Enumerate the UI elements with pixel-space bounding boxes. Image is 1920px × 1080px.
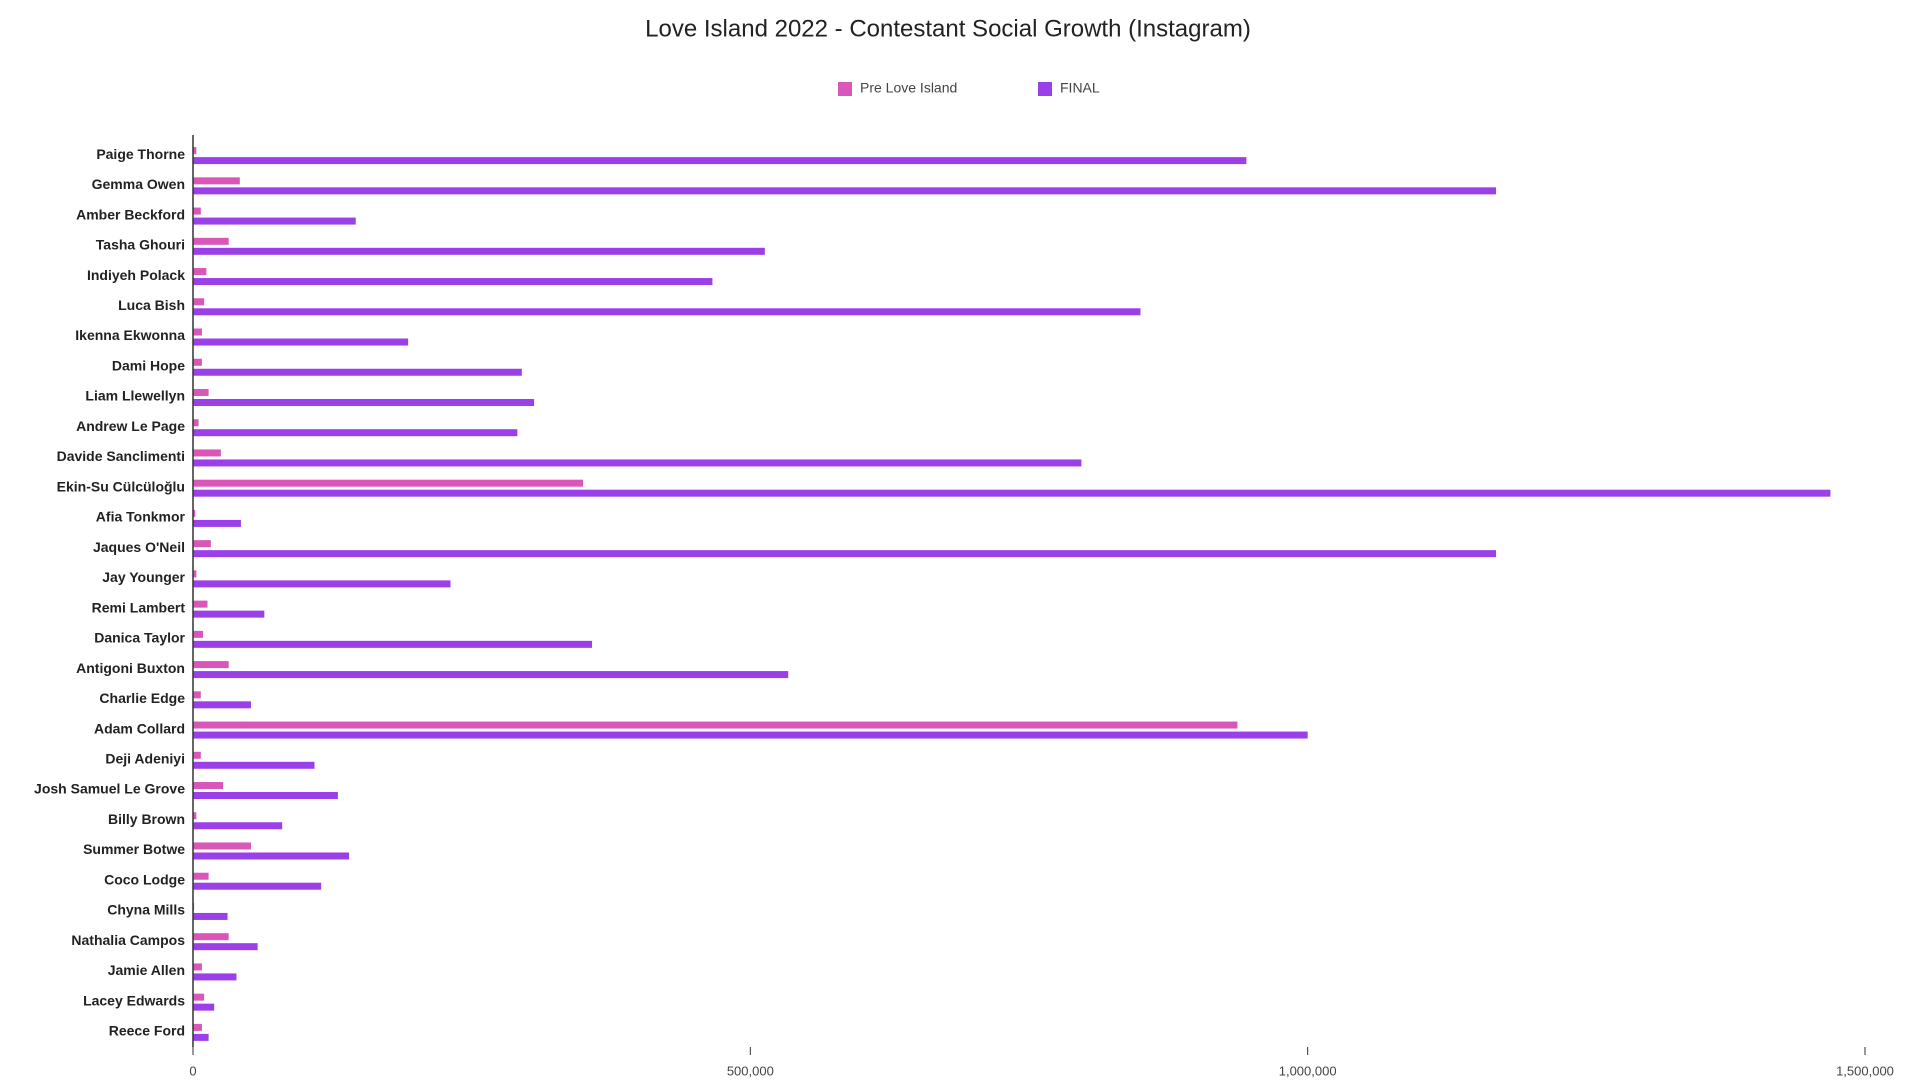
- bar: [193, 812, 197, 820]
- bar: [193, 207, 201, 215]
- x-tick-label: 1,000,000: [1279, 1063, 1337, 1078]
- bar: [193, 268, 207, 276]
- bar: [193, 1033, 209, 1041]
- bar: [193, 419, 199, 427]
- y-tick-label: Ekin-Su Cülcüloğlu: [57, 478, 185, 494]
- bar: [193, 661, 229, 669]
- bar: [193, 459, 1082, 467]
- legend-label: Pre Love Island: [860, 80, 957, 96]
- bar: [193, 398, 535, 406]
- x-tick-label: 0: [189, 1063, 196, 1078]
- bar: [193, 358, 202, 366]
- y-tick-label: Ikenna Ekwonna: [75, 327, 185, 343]
- bar: [193, 147, 197, 155]
- bar: [193, 519, 241, 527]
- y-tick-label: Andrew Le Page: [76, 418, 185, 434]
- bar: [193, 368, 522, 376]
- bar: [193, 943, 258, 951]
- y-tick-label: Jaques O'Neil: [93, 539, 185, 555]
- bar: [193, 963, 202, 971]
- bar: [193, 630, 204, 638]
- bar: [193, 993, 205, 1001]
- y-tick-label: Billy Brown: [108, 811, 185, 827]
- bar: [193, 570, 197, 578]
- bar: [193, 388, 209, 396]
- y-tick-label: Danica Taylor: [94, 630, 185, 646]
- y-tick-label: Luca Bish: [118, 297, 185, 313]
- bar: [193, 298, 205, 306]
- bar: [193, 610, 265, 618]
- bar: [193, 1023, 202, 1031]
- bar: [193, 157, 1247, 165]
- bar: [193, 912, 228, 920]
- y-tick-label: Deji Adeniyi: [105, 750, 185, 766]
- bar: [193, 429, 518, 437]
- legend-swatch: [838, 82, 852, 96]
- y-tick-label: Amber Beckford: [76, 206, 185, 222]
- y-tick-label: Adam Collard: [94, 720, 185, 736]
- bar: [193, 822, 283, 830]
- y-tick-label: Coco Lodge: [104, 871, 185, 887]
- bar: [193, 751, 201, 759]
- bar: [193, 640, 593, 648]
- y-tick-label: Afia Tonkmor: [96, 509, 186, 525]
- y-tick-label: Josh Samuel Le Grove: [34, 781, 185, 797]
- bar: [193, 449, 221, 457]
- bar: [193, 671, 789, 679]
- bar: [193, 489, 1831, 497]
- y-tick-label: Charlie Edge: [99, 690, 185, 706]
- bar: [193, 933, 229, 941]
- bar: [193, 550, 1497, 558]
- y-tick-label: Davide Sanclimenti: [57, 448, 185, 464]
- bar: [193, 600, 208, 608]
- bar: [193, 247, 765, 255]
- y-tick-label: Nathalia Campos: [71, 932, 185, 948]
- bar: [193, 308, 1141, 316]
- y-tick-label: Lacey Edwards: [83, 992, 185, 1008]
- bar: [193, 872, 209, 880]
- bar: [193, 278, 713, 286]
- x-tick-label: 1,500,000: [1836, 1063, 1894, 1078]
- bar: [193, 701, 251, 709]
- bar: [193, 187, 1497, 195]
- y-tick-label: Liam Llewellyn: [85, 388, 185, 404]
- legend-swatch: [1038, 82, 1052, 96]
- bar: [193, 580, 451, 588]
- bar: [193, 328, 202, 336]
- bar: [193, 792, 338, 800]
- legend-label: FINAL: [1060, 80, 1100, 96]
- y-tick-label: Jay Younger: [102, 569, 185, 585]
- bar: [193, 217, 356, 225]
- y-tick-label: Antigoni Buxton: [76, 660, 185, 676]
- bar: [193, 973, 237, 981]
- bar: [193, 721, 1238, 729]
- bar: [193, 1003, 215, 1011]
- bar: [193, 852, 350, 860]
- bar: [193, 842, 251, 850]
- y-tick-label: Paige Thorne: [96, 146, 185, 162]
- y-tick-label: Chyna Mills: [107, 902, 185, 918]
- y-tick-label: Tasha Ghouri: [96, 237, 185, 253]
- y-tick-label: Remi Lambert: [92, 599, 186, 615]
- bar: [193, 540, 211, 548]
- bar: [193, 782, 224, 790]
- bar: [193, 479, 584, 487]
- y-tick-label: Dami Hope: [112, 357, 185, 373]
- bar: [193, 761, 315, 769]
- y-tick-label: Jamie Allen: [108, 962, 185, 978]
- bar: [193, 177, 240, 185]
- y-tick-label: Summer Botwe: [83, 841, 185, 857]
- chart-title: Love Island 2022 - Contestant Social Gro…: [645, 15, 1251, 42]
- bar: [193, 691, 201, 699]
- x-tick-label: 500,000: [727, 1063, 774, 1078]
- y-tick-label: Reece Ford: [109, 1023, 185, 1039]
- y-tick-label: Gemma Owen: [92, 176, 185, 192]
- bar: [193, 338, 409, 346]
- bar: [193, 731, 1308, 739]
- bar: [193, 237, 229, 245]
- bar: [193, 882, 322, 890]
- bar: [193, 509, 196, 517]
- y-tick-label: Indiyeh Polack: [87, 267, 185, 283]
